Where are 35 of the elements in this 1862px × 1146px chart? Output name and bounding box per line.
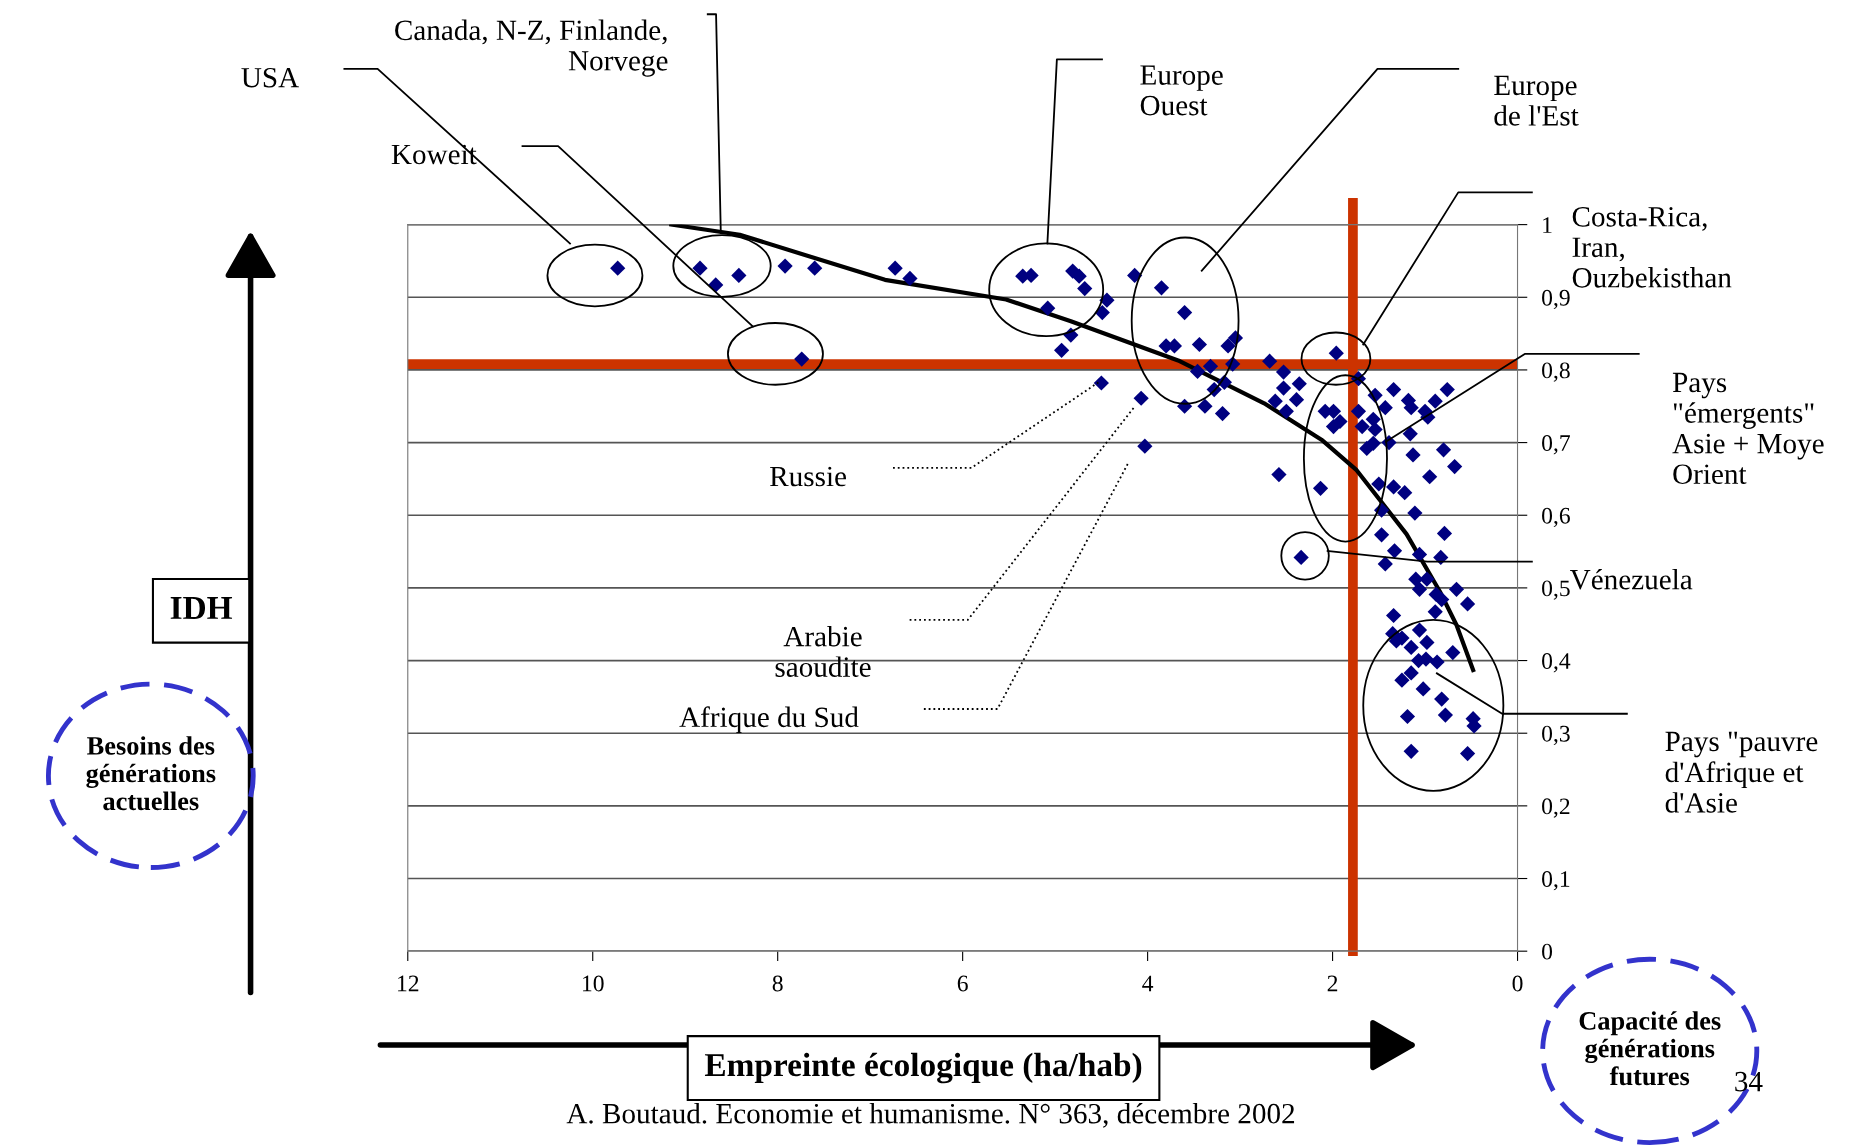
x-tick-label: 12 <box>398 975 419 992</box>
x-tick-label: 2 <box>1327 975 1338 992</box>
y-tick-label: 0,2 <box>1542 798 1570 818</box>
text: Besoins des générations actuelles <box>86 736 216 811</box>
y-axis-title: IDH <box>170 597 233 619</box>
y-tick-label: 1 <box>1543 217 1552 233</box>
text: Canada, N-Z, Finlande, Norvege <box>395 19 668 77</box>
x-tick-label: 8 <box>772 975 783 992</box>
y-tick-label: 0 <box>1542 943 1553 960</box>
text: A. Boutaud. Economie et humanisme. N° 363, décembre 2002 <box>566 1102 1295 1128</box>
y-tick-label: 0,5 <box>1542 580 1570 600</box>
x-tick-label: 0 <box>1512 975 1523 992</box>
text: Pays "pauvre d'Afrique et d'Asie <box>1665 731 1818 813</box>
y-tick-label: 0,8 <box>1542 362 1570 382</box>
y-tick-label: 0,6 <box>1542 507 1570 528</box>
text: Costa-Rica, Iran, Ouzbekisthan <box>1572 207 1732 288</box>
y-tick-label: 0,3 <box>1542 725 1570 746</box>
annotation: Afrique du Sud <box>679 706 859 734</box>
text: 34 <box>1735 1071 1763 1092</box>
text: USA <box>241 67 299 88</box>
text: Europe Ouest <box>1140 65 1223 116</box>
x-tick-label: 4 <box>1142 975 1154 992</box>
x-axis-title: Empreinte écologique (ha/hab) <box>704 1052 1142 1084</box>
text: Pays "émergents" Asie + Moye Orient <box>1672 372 1824 485</box>
x-tick-label: 10 <box>583 975 604 992</box>
annotation: Russie <box>770 466 846 487</box>
annotation: Arabie saoudite <box>775 625 871 677</box>
text: Capacité des générations futures <box>1579 1011 1721 1086</box>
x-tick-label: 6 <box>957 975 968 992</box>
y-tick-label: 0,9 <box>1542 289 1570 310</box>
y-tick-label: 0,4 <box>1542 653 1571 673</box>
text: Europe de l'Est <box>1494 75 1579 126</box>
y-tick-label: 0,7 <box>1542 435 1570 455</box>
text: Vénezuela <box>1569 568 1693 590</box>
y-tick-label: 0,1 <box>1542 871 1570 891</box>
